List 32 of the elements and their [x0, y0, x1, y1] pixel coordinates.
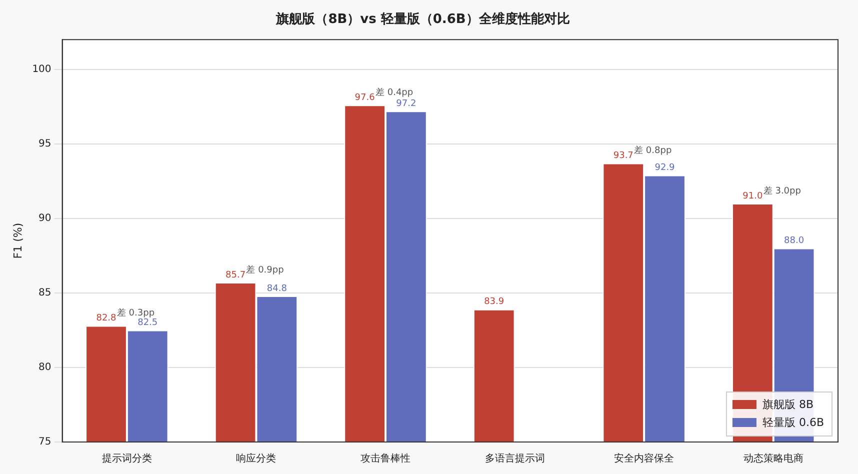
- y-tick-label: 95: [38, 138, 52, 150]
- y-tick-label: 80: [38, 362, 52, 374]
- data-label: 85.7: [226, 270, 246, 280]
- data-label: 84.8: [266, 284, 288, 294]
- data-label: 88.0: [784, 236, 804, 246]
- annotation: 差 0.4pp: [376, 87, 414, 98]
- y-tick-label: 90: [38, 213, 52, 224]
- x-tick-label: 动态策略电商: [743, 452, 804, 465]
- x-tick-label: 多语言提示词: [484, 452, 545, 465]
- annotation: 差 0.8pp: [634, 145, 672, 156]
- x-tick-label: 安全内容保全: [614, 452, 674, 465]
- data-label: 97.2: [396, 98, 416, 109]
- data-label: 97.6: [354, 93, 376, 104]
- chart-title: 旗舰版（8B）vs 轻量版（0.6B）全维度性能对比: [275, 11, 570, 28]
- annotation: 差 0.9pp: [246, 264, 284, 276]
- y-tick-label: 85: [38, 288, 52, 299]
- data-label: 91.0: [742, 191, 763, 202]
- data-label: 92.9: [654, 163, 676, 174]
- annotation: 差 3.0pp: [763, 185, 802, 196]
- x-tick-label: 攻击鲁棒性: [360, 452, 410, 465]
- data-label: 82.5: [138, 318, 158, 328]
- x-tick-label: 提示词分类: [102, 452, 152, 465]
- y-axis-title: F1 (%): [11, 222, 24, 259]
- data-label: 82.8: [96, 314, 117, 324]
- legend-label: 轻量版 0.6B: [762, 416, 824, 429]
- y-tick-label: 100: [32, 64, 52, 75]
- annotation: 差 0.3pp: [116, 308, 155, 319]
- y-tick-label: 75: [38, 436, 52, 448]
- x-tick-label: 响应分类: [236, 452, 276, 465]
- data-label: 83.9: [484, 297, 504, 308]
- data-label: 93.7: [613, 151, 634, 162]
- legend-label: 旗舰版 8B: [762, 398, 814, 411]
